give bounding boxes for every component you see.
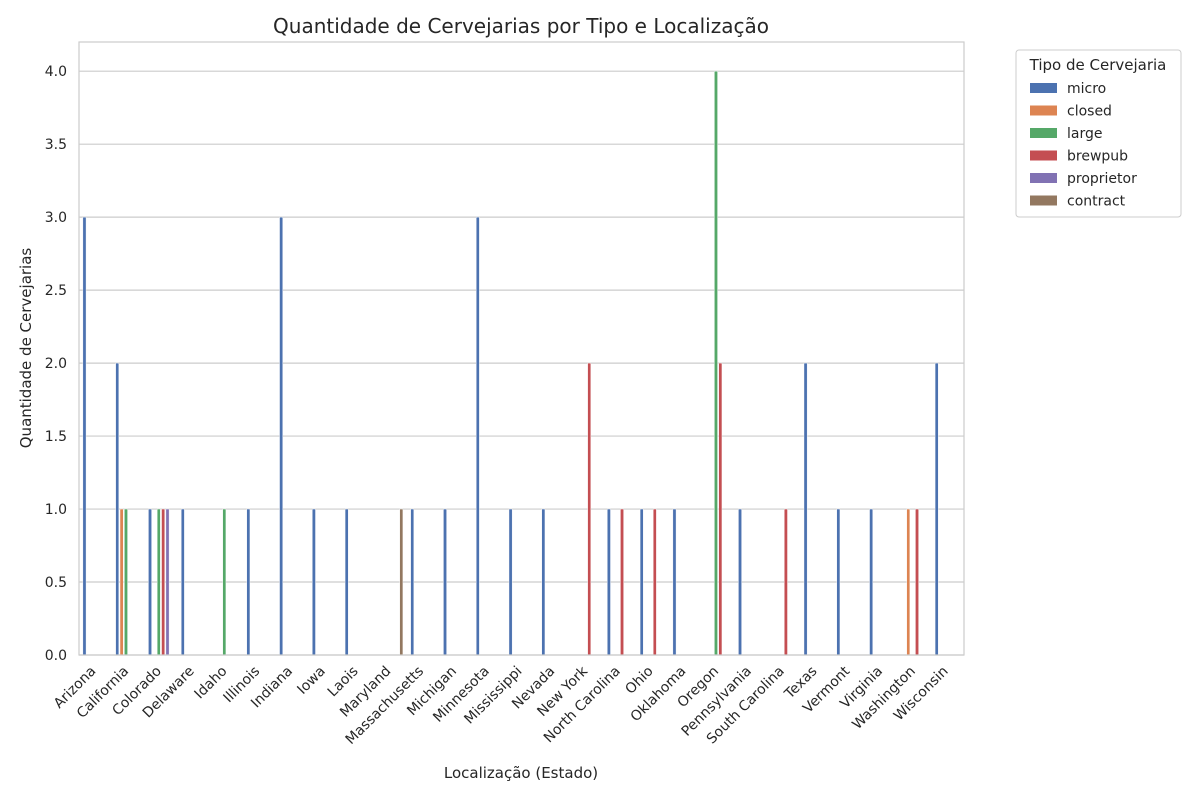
bar-micro-illinois [246, 508, 251, 656]
bar-brewpub-washington [915, 508, 919, 656]
y-tick-label: 2.5 [45, 283, 67, 299]
bar-micro-ohio [639, 508, 644, 656]
legend-label-proprietor: proprietor [1067, 171, 1137, 187]
bar-large-colorado [156, 508, 161, 656]
bar-micro-oklahoma [672, 508, 677, 656]
y-tick-label: 3.5 [45, 137, 67, 153]
bar-micro-delaware [181, 508, 185, 656]
bar-micro-iowa [312, 508, 316, 656]
bar-closed-california [119, 508, 124, 656]
bar-micro-laois [344, 508, 349, 656]
bar-closed-washington [906, 508, 911, 656]
legend-label-contract: contract [1067, 194, 1126, 210]
bar-large-idaho [222, 508, 227, 656]
chart-title: Quantidade de Cervejarias por Tipo e Loc… [273, 14, 769, 38]
bar-brewpub-colorado [161, 508, 165, 656]
bar-micro-north-carolina [607, 508, 611, 656]
bar-micro-arizona [82, 216, 87, 656]
bar-brewpub-oregon [718, 362, 723, 656]
legend-items: micro closed large brewpub proprietor contrac… [1030, 81, 1137, 210]
bar-micro-indiana [279, 216, 283, 656]
bar-micro-michigan [443, 508, 447, 656]
bar-brewpub-north-carolina [620, 508, 624, 656]
legend-label-brewpub: brewpub [1067, 149, 1128, 165]
legend-label-closed: closed [1067, 104, 1112, 120]
x-tick-labels: ArizonaCaliforniaColoradoDelawareIdahoIl… [51, 663, 952, 748]
bar-micro-vermont [836, 508, 841, 656]
bar-micro-california [115, 362, 120, 656]
legend: Tipo de Cervejaria micro closed large brewp… [1015, 49, 1182, 218]
bar-micro-pennsylvania [738, 508, 742, 656]
x-tick-label: Iowa [294, 663, 328, 697]
y-tick-label: 1.0 [45, 502, 67, 518]
bar-micro-mississippi [508, 508, 513, 656]
bar-micro-virginia [869, 508, 873, 656]
y-tick-label: 3.0 [45, 210, 67, 226]
grid-lines [79, 70, 964, 656]
bar-micro-massachusetts [410, 508, 415, 656]
y-tick-labels: 0.0 0.5 1.0 1.5 2.0 2.5 3.0 3.5 4.0 [45, 64, 67, 664]
legend-swatch-proprietor [1030, 173, 1057, 183]
legend-swatch-brewpub [1030, 150, 1057, 161]
bar-contract-maryland [399, 508, 404, 656]
bar-micro-nevada [541, 508, 546, 656]
bar-proprietor-colorado [165, 508, 170, 656]
bar-micro-wisconsin [934, 362, 939, 656]
y-tick-label: 2.0 [45, 356, 67, 372]
bar-brewpub-new-york [587, 362, 592, 656]
bar-large-california [124, 508, 128, 656]
plot-area [79, 42, 964, 655]
y-tick-label: 1.5 [45, 429, 67, 445]
legend-swatch-closed [1030, 105, 1057, 116]
legend-label-large: large [1067, 126, 1102, 142]
legend-swatch-contract [1030, 195, 1057, 206]
y-tick-label: 4.0 [45, 64, 67, 80]
y-tick-label: 0.5 [45, 575, 67, 591]
plot-frame [78, 41, 965, 656]
legend-swatch-micro [1030, 83, 1057, 93]
legend-box [1015, 49, 1182, 218]
bar-brewpub-ohio [653, 508, 657, 656]
bar-micro-colorado [148, 508, 152, 656]
x-axis-label: Localização (Estado) [444, 764, 598, 782]
bar-brewpub-south-carolina [784, 508, 788, 656]
legend-title: Tipo de Cervejaria [1029, 56, 1167, 74]
legend-label-micro: micro [1067, 81, 1106, 97]
y-tick-label: 0.0 [45, 648, 67, 664]
bar-micro-texas [803, 362, 808, 656]
y-axis-label: Quantidade de Cervejarias [17, 248, 35, 449]
bar-micro-minnesota [476, 216, 480, 656]
legend-swatch-large [1030, 128, 1057, 138]
bar-large-oregon [714, 70, 718, 656]
